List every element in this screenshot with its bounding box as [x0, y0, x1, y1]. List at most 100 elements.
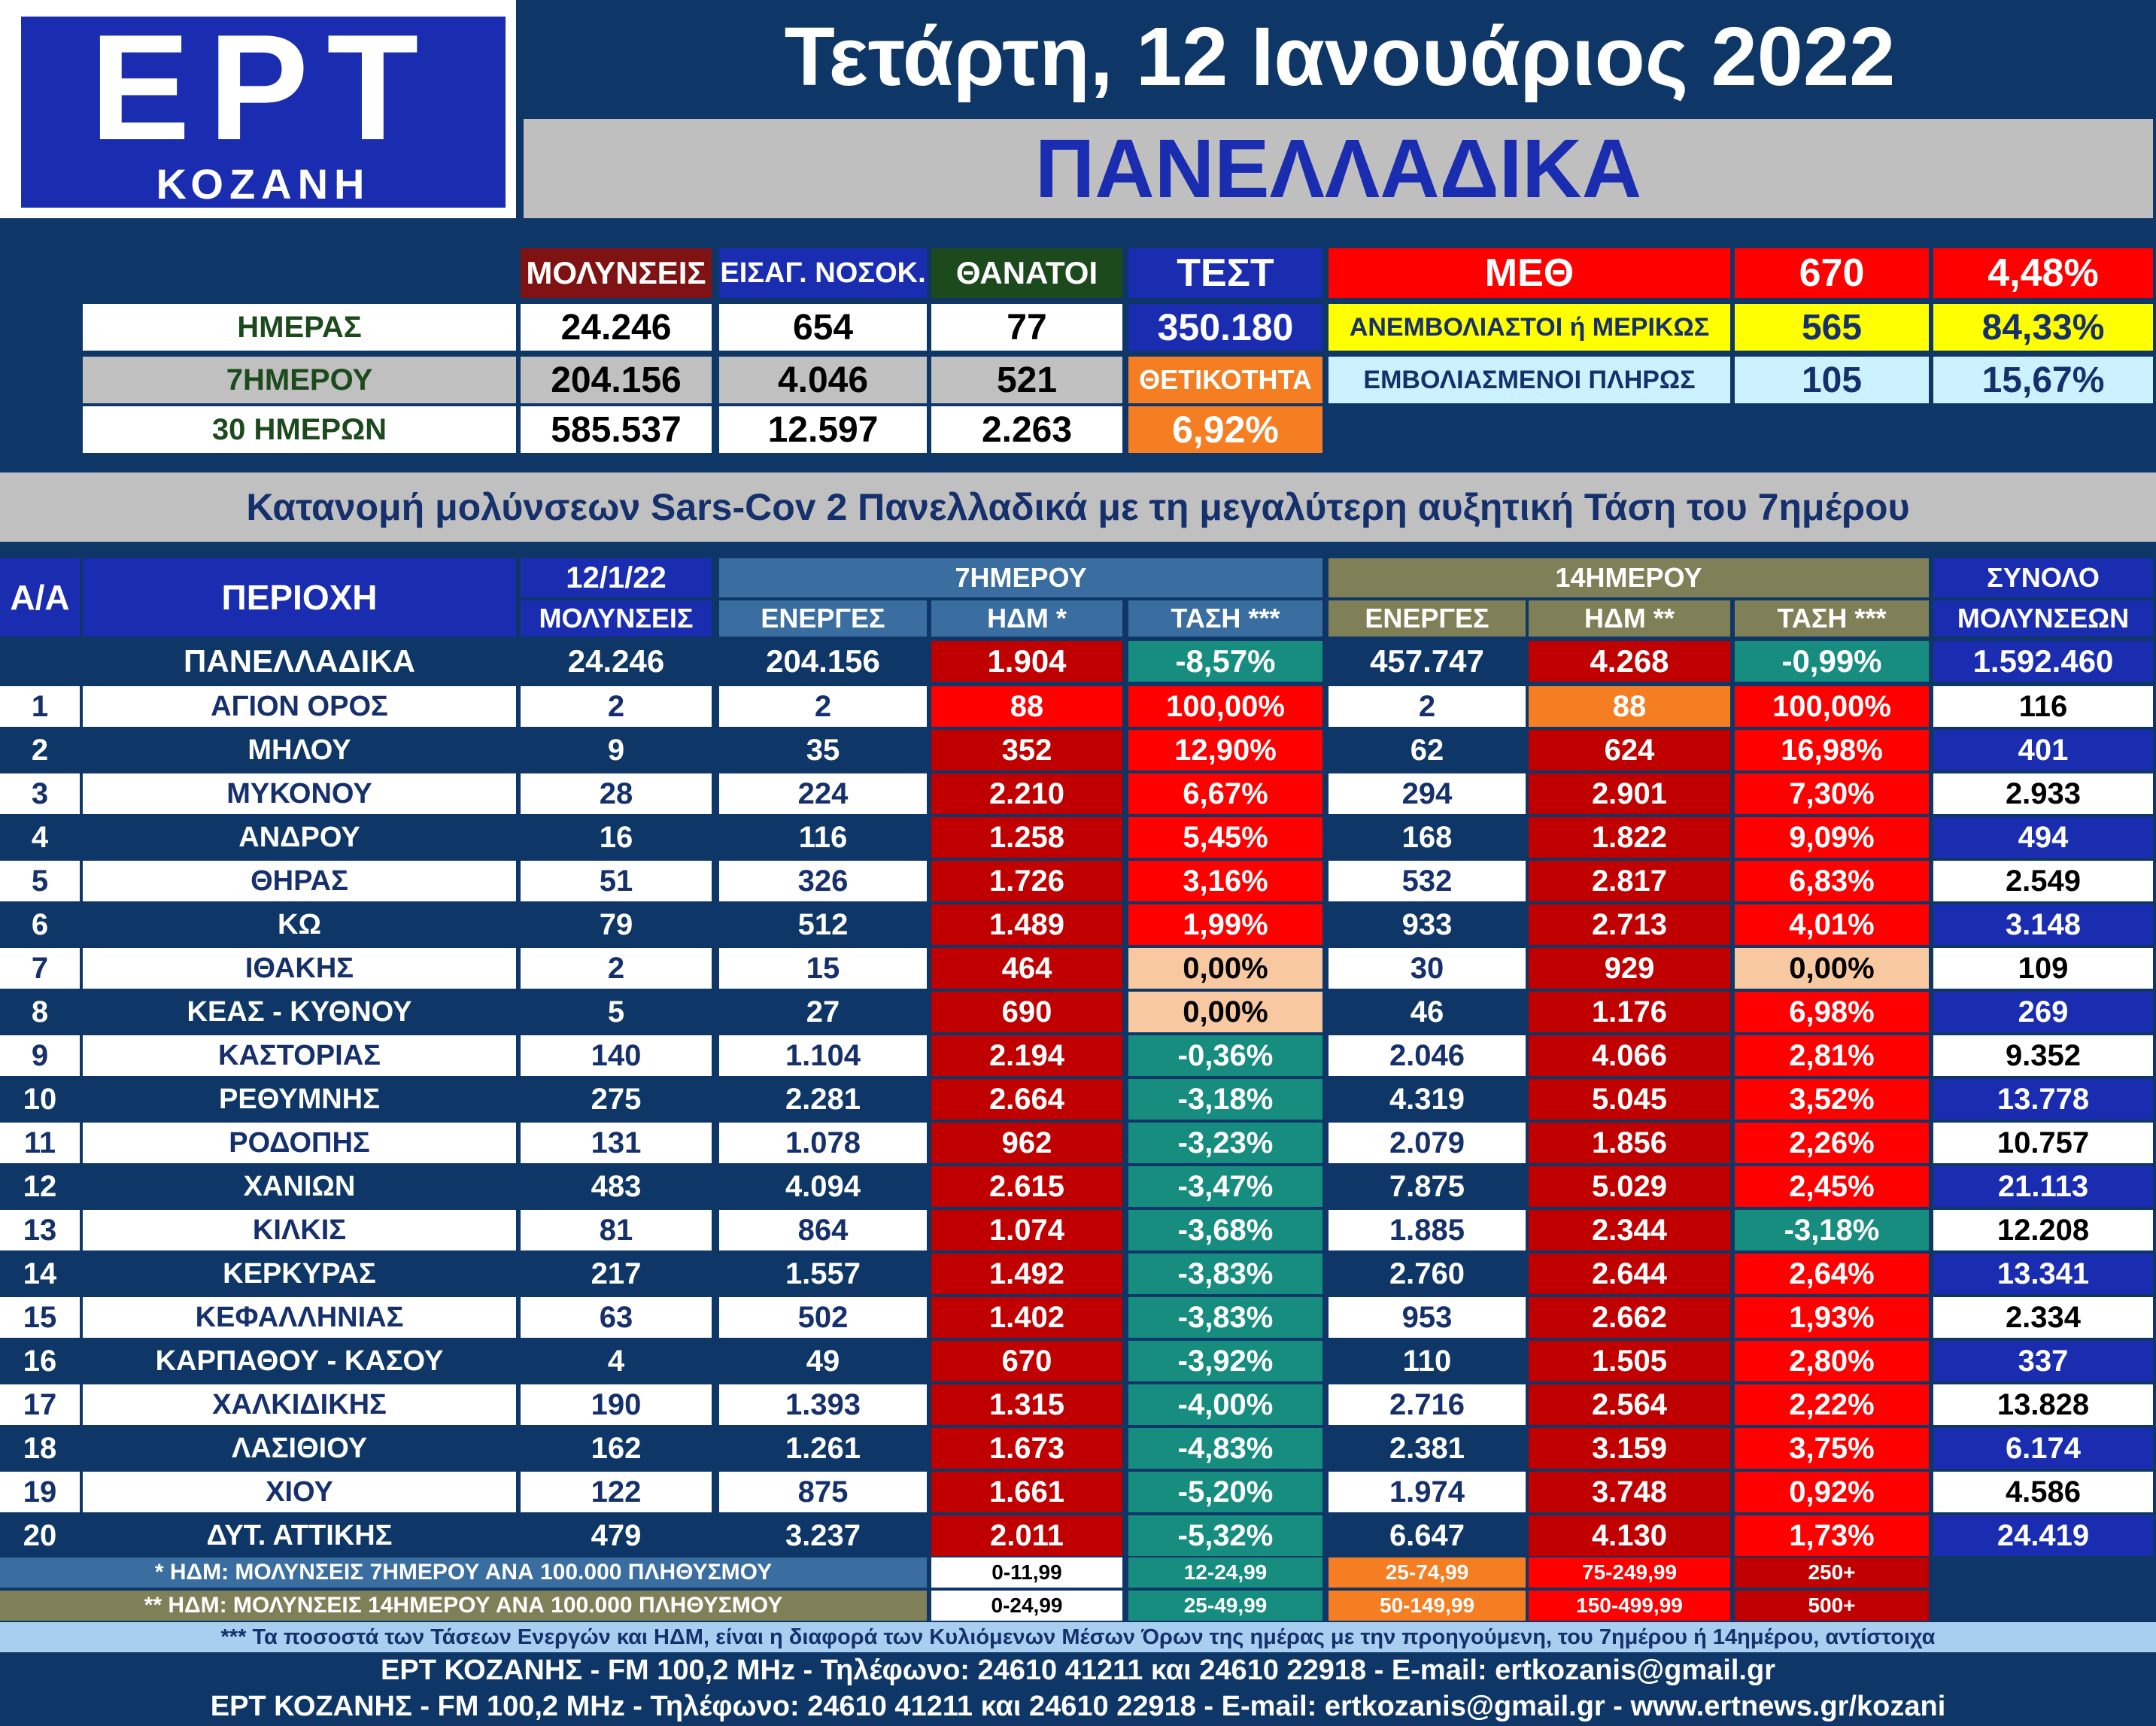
summary-label: ΗΜΕΡΑΣ: [83, 304, 516, 351]
row-trend14: 6,98%: [1735, 992, 1929, 1032]
summary-infections: 204.156: [521, 357, 712, 403]
row-number: 7: [0, 948, 80, 989]
table-subtitle: Κατανομή μολύνσεων Sars-Cov 2 Πανελλαδικ…: [0, 473, 2156, 542]
row-trend7: 12,90%: [1128, 730, 1322, 770]
row-total: 269: [1933, 992, 2153, 1032]
row-hdm7: 88: [931, 686, 1122, 727]
icu-total-pct: 4,48%: [1933, 248, 2153, 298]
row-hdm7: 1.315: [931, 1384, 1122, 1425]
row-active7: 3.237: [719, 1515, 927, 1556]
row-infections: 81: [521, 1210, 712, 1250]
row-trend7: -3,23%: [1128, 1123, 1322, 1163]
row-trend14: 9,09%: [1735, 817, 1929, 858]
row-trend14: 3,75%: [1735, 1428, 1929, 1469]
row-infections: 275: [521, 1079, 712, 1120]
row-area: ΘΗΡΑΣ: [83, 861, 516, 901]
row-infections: 28: [521, 773, 712, 814]
row-hdm14: 2.817: [1529, 861, 1730, 901]
row-trend14: 3,52%: [1735, 1079, 1929, 1120]
row-active7: 512: [719, 904, 927, 945]
footer-contact-line1: ΕΡΤ ΚΟΖΑΝΗΣ - FM 100,2 MHz - Τηλέφωνο: 2…: [381, 1654, 1775, 1686]
row-number: 9: [0, 1035, 80, 1076]
row-hdm14: 5.045: [1529, 1079, 1730, 1120]
row-hdm7: 690: [931, 992, 1122, 1032]
national-active7: 204.156: [766, 643, 880, 679]
footer-note: *** Τα ποσοστά των Τάσεων Ενεργών και ΗΔ…: [0, 1622, 2156, 1652]
row-hdm7: 670: [931, 1341, 1122, 1381]
legend-range-ranges14: 150-499,99: [1529, 1591, 1730, 1621]
row-trend14: 2,81%: [1735, 1035, 1929, 1076]
row-number: 5: [0, 861, 80, 901]
row-trend14: 1,73%: [1735, 1515, 1929, 1556]
row-hdm14: 5.029: [1529, 1166, 1730, 1207]
row-hdm7: 1.661: [931, 1472, 1122, 1512]
row-trend14: 2,45%: [1735, 1166, 1929, 1207]
row-infections: 131: [521, 1123, 712, 1163]
row-active7: 326: [719, 861, 927, 901]
row-trend7: -3,83%: [1128, 1297, 1322, 1338]
row-active7: 502: [719, 1297, 927, 1338]
row-hdm14: 2.662: [1529, 1297, 1730, 1338]
positivity-label: ΘΕΤΙΚΟΤΗΤΑ: [1128, 357, 1322, 403]
national-trend14: -0,99%: [1735, 641, 1929, 682]
row-total: 109: [1933, 948, 2153, 989]
legend-range-ranges7: 25-74,99: [1329, 1557, 1526, 1588]
row-active7: 2: [719, 686, 927, 727]
row-total: 12.208: [1933, 1210, 2153, 1250]
row-infections: 140: [521, 1035, 712, 1076]
row-number: 14: [0, 1253, 80, 1294]
row-infections: 122: [521, 1472, 712, 1512]
row-area: ΑΓΙΟΝ ΟΡΟΣ: [83, 686, 516, 727]
col-date: 12/1/22: [521, 558, 712, 597]
hdr-deaths: ΘΑΝΑΤΟΙ: [931, 248, 1122, 298]
row-trend7: -5,32%: [1128, 1515, 1322, 1556]
col-total-top: ΣΥΝΟΛΟ: [1933, 558, 2153, 597]
row-hdm14: 2.901: [1529, 773, 1730, 814]
row-number: 13: [0, 1210, 80, 1250]
summary-deaths: 2.263: [931, 406, 1122, 453]
row-area: ΔΥΤ. ΑΤΤΙΚΗΣ: [83, 1515, 516, 1556]
col-total-bottom: ΜΟΛΥΝΣΕΩΝ: [1933, 600, 2153, 637]
row-infections: 16: [521, 817, 712, 858]
icu-vaccinated-pct: 15,67%: [1933, 357, 2153, 403]
row-hdm14: 2.564: [1529, 1384, 1730, 1425]
row-active14: 2.716: [1329, 1384, 1526, 1425]
row-number: 6: [0, 904, 80, 945]
row-hdm7: 1.258: [931, 817, 1122, 858]
row-area: ΛΑΣΙΘΙΟΥ: [83, 1428, 516, 1469]
row-area: ΡΟΔΟΠΗΣ: [83, 1123, 516, 1163]
row-active7: 116: [719, 817, 927, 858]
row-hdm14: 3.748: [1529, 1472, 1730, 1512]
icu-label: ΜΕΘ: [1329, 248, 1730, 298]
row-active7: 1.393: [719, 1384, 927, 1425]
row-hdm14: 3.159: [1529, 1428, 1730, 1469]
row-hdm7: 2.615: [931, 1166, 1122, 1207]
row-hdm7: 2.664: [931, 1079, 1122, 1120]
row-number: 1: [0, 686, 80, 727]
row-trend14: 2,26%: [1735, 1123, 1929, 1163]
row-total: 337: [1933, 1341, 2153, 1381]
row-total: 13.828: [1933, 1384, 2153, 1425]
row-number: 4: [0, 817, 80, 858]
row-trend7: -3,18%: [1128, 1079, 1322, 1120]
row-active14: 953: [1329, 1297, 1526, 1338]
summary-infections: 585.537: [521, 406, 712, 453]
icu-unvaccinated-label: ΑΝΕΜΒΟΛΙΑΣΤΟΙ ή ΜΕΡΙΚΩΣ: [1329, 304, 1730, 351]
legend-range-ranges14: 25-49,99: [1128, 1591, 1322, 1621]
row-infections: 479: [521, 1515, 712, 1556]
row-trend7: -4,83%: [1128, 1428, 1322, 1469]
row-active7: 15: [719, 948, 927, 989]
row-hdm14: 1.176: [1529, 992, 1730, 1032]
row-area: ΧΙΟΥ: [83, 1472, 516, 1512]
row-hdm14: 1.856: [1529, 1123, 1730, 1163]
row-total: 10.757: [1933, 1123, 2153, 1163]
row-trend7: 100,00%: [1128, 686, 1322, 727]
row-trend14: 6,83%: [1735, 861, 1929, 901]
row-number: 20: [0, 1515, 80, 1556]
row-hdm14: 1.505: [1529, 1341, 1730, 1381]
row-trend7: -0,36%: [1128, 1035, 1322, 1076]
row-trend7: -5,20%: [1128, 1472, 1322, 1512]
row-number: 12: [0, 1166, 80, 1207]
row-area: ΑΝΔΡΟΥ: [83, 817, 516, 858]
row-trend7: 0,00%: [1128, 948, 1322, 989]
